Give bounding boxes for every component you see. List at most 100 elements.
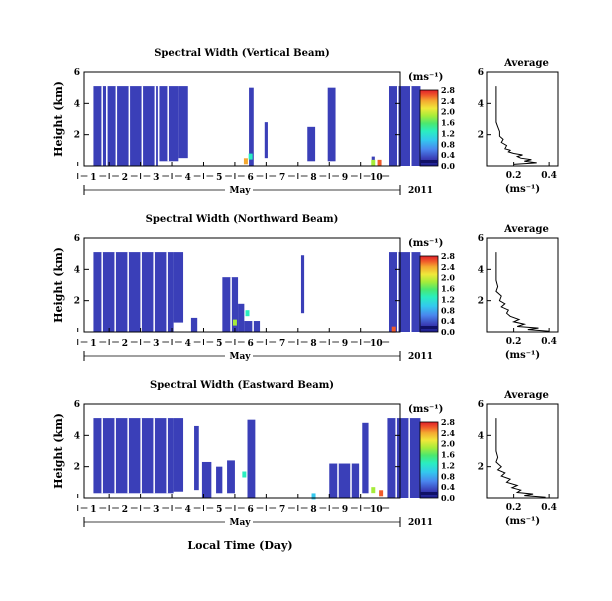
- colorbar-tick-label: 2.0: [441, 107, 455, 117]
- data-block: [327, 87, 336, 162]
- profile-x-tick-label: 0.4: [541, 337, 557, 347]
- data-block: [173, 252, 184, 323]
- data-block: [362, 422, 369, 494]
- profile-x-tick-label: 0.2: [506, 503, 522, 513]
- data-block: [93, 86, 107, 166]
- data-block: [388, 252, 421, 332]
- year-label: 2011: [408, 518, 433, 528]
- x-tick-label: 1: [90, 173, 96, 183]
- data-gap: [127, 418, 129, 494]
- profile-y-tick-label: 4: [478, 431, 484, 441]
- profile-title: Average: [503, 224, 549, 235]
- month-label: May: [229, 186, 251, 196]
- data-gap: [114, 418, 116, 494]
- colorbar-tick-label: 2.4: [441, 96, 455, 106]
- colorbar-tick-label: 0.8: [441, 139, 455, 149]
- data-block: [216, 466, 223, 494]
- profile-x-tick-label: 0.4: [541, 503, 557, 513]
- x-tick-label: 8: [310, 505, 316, 515]
- plot-frame: [83, 71, 401, 167]
- data-gap: [153, 252, 155, 332]
- plot-frame: [83, 237, 401, 333]
- data-block: [194, 425, 199, 491]
- colorbar-tick-label: 0.8: [441, 471, 455, 481]
- profile-title: Average: [503, 390, 549, 401]
- data-block: [307, 126, 316, 162]
- data-block: [264, 122, 268, 159]
- x-tick-label: 4: [185, 339, 191, 349]
- x-tick-label: 5: [216, 339, 222, 349]
- colorbar-tick-label: 1.2: [441, 128, 455, 138]
- x-tick-label: 5: [216, 505, 222, 515]
- profile-x-tick-label: 0.2: [506, 337, 522, 347]
- profile-xlabel: (ms⁻¹): [505, 350, 540, 361]
- colorbar-unit-label: (ms⁻¹): [408, 404, 443, 415]
- data-block: [178, 86, 188, 159]
- data-gap: [154, 86, 157, 166]
- profile-x-tick-label: 0.2: [506, 171, 522, 181]
- year-label: 2011: [408, 186, 433, 196]
- data-gap: [153, 418, 155, 494]
- panel-3: Spectral Width (Eastward Beam) 2 4 6 Height …: [52, 380, 559, 528]
- data-gap: [141, 86, 144, 166]
- colorbar: [419, 421, 439, 499]
- profile-y-tick-label: 6: [478, 234, 484, 244]
- x-tick-label: 2: [122, 505, 128, 515]
- profile-frame: [486, 71, 559, 167]
- colorbar-tick-label: 1.2: [441, 460, 455, 470]
- y-axis-label: Height (km): [52, 413, 65, 489]
- x-tick-label: 5: [216, 173, 222, 183]
- data-hotspot: [248, 153, 253, 160]
- x-tick-label: 4: [185, 505, 191, 515]
- profile-frame: [486, 403, 559, 499]
- data-block: [329, 463, 360, 498]
- x-tick-label: 3: [153, 339, 159, 349]
- data-gap: [101, 86, 103, 166]
- y-axis-label: Height (km): [52, 247, 65, 323]
- x-tick-label: 6: [248, 339, 254, 349]
- data-gap: [230, 277, 232, 332]
- data-block: [227, 460, 235, 494]
- data-block: [388, 86, 421, 166]
- month-label: May: [229, 518, 251, 528]
- data-block: [387, 418, 421, 498]
- panel-2: Spectral Width (Northward Beam) 2 4 6 Height…: [52, 214, 559, 362]
- month-label-bg: [225, 184, 253, 196]
- data-block: [247, 419, 256, 498]
- colorbar-tick-label: 1.6: [441, 284, 455, 294]
- x-tick-label: 7: [279, 173, 285, 183]
- data-block: [190, 317, 198, 332]
- data-gap: [101, 252, 103, 332]
- x-tick-label: 9: [342, 339, 348, 349]
- data-gap: [395, 418, 397, 498]
- panel-title: Spectral Width (Eastward Beam): [150, 380, 334, 391]
- profile-y-tick-label: 2: [478, 297, 484, 307]
- y-tick-label: 6: [74, 68, 80, 78]
- y-tick-label: 2: [74, 463, 80, 473]
- plot-frame: [83, 403, 401, 499]
- profile-y-tick-label: 2: [478, 131, 484, 141]
- profile-y-tick-label: 2: [478, 463, 484, 473]
- data-gap: [166, 252, 168, 332]
- data-gap: [409, 252, 412, 332]
- data-gap: [101, 418, 103, 494]
- profile-line: [495, 86, 537, 165]
- data-gap: [127, 252, 129, 332]
- y-tick-label: 2: [74, 131, 80, 141]
- data-block: [244, 321, 261, 332]
- profile-line: [495, 252, 550, 332]
- panel-title: Spectral Width (Vertical Beam): [154, 48, 330, 59]
- figure-xlabel: Local Time (Day): [187, 539, 292, 552]
- x-tick-label: 2: [122, 173, 128, 183]
- data-block: [222, 277, 239, 332]
- colorbar-tick-label: 0.4: [441, 316, 455, 326]
- data-hotspot: [242, 471, 247, 478]
- profile-xlabel: (ms⁻¹): [505, 516, 540, 527]
- profile-frame: [486, 237, 559, 333]
- profile-line: [495, 418, 546, 498]
- data-block: [201, 461, 212, 498]
- colorbar: [419, 255, 439, 333]
- y-tick-label: 6: [74, 234, 80, 244]
- y-tick-label: 2: [74, 297, 80, 307]
